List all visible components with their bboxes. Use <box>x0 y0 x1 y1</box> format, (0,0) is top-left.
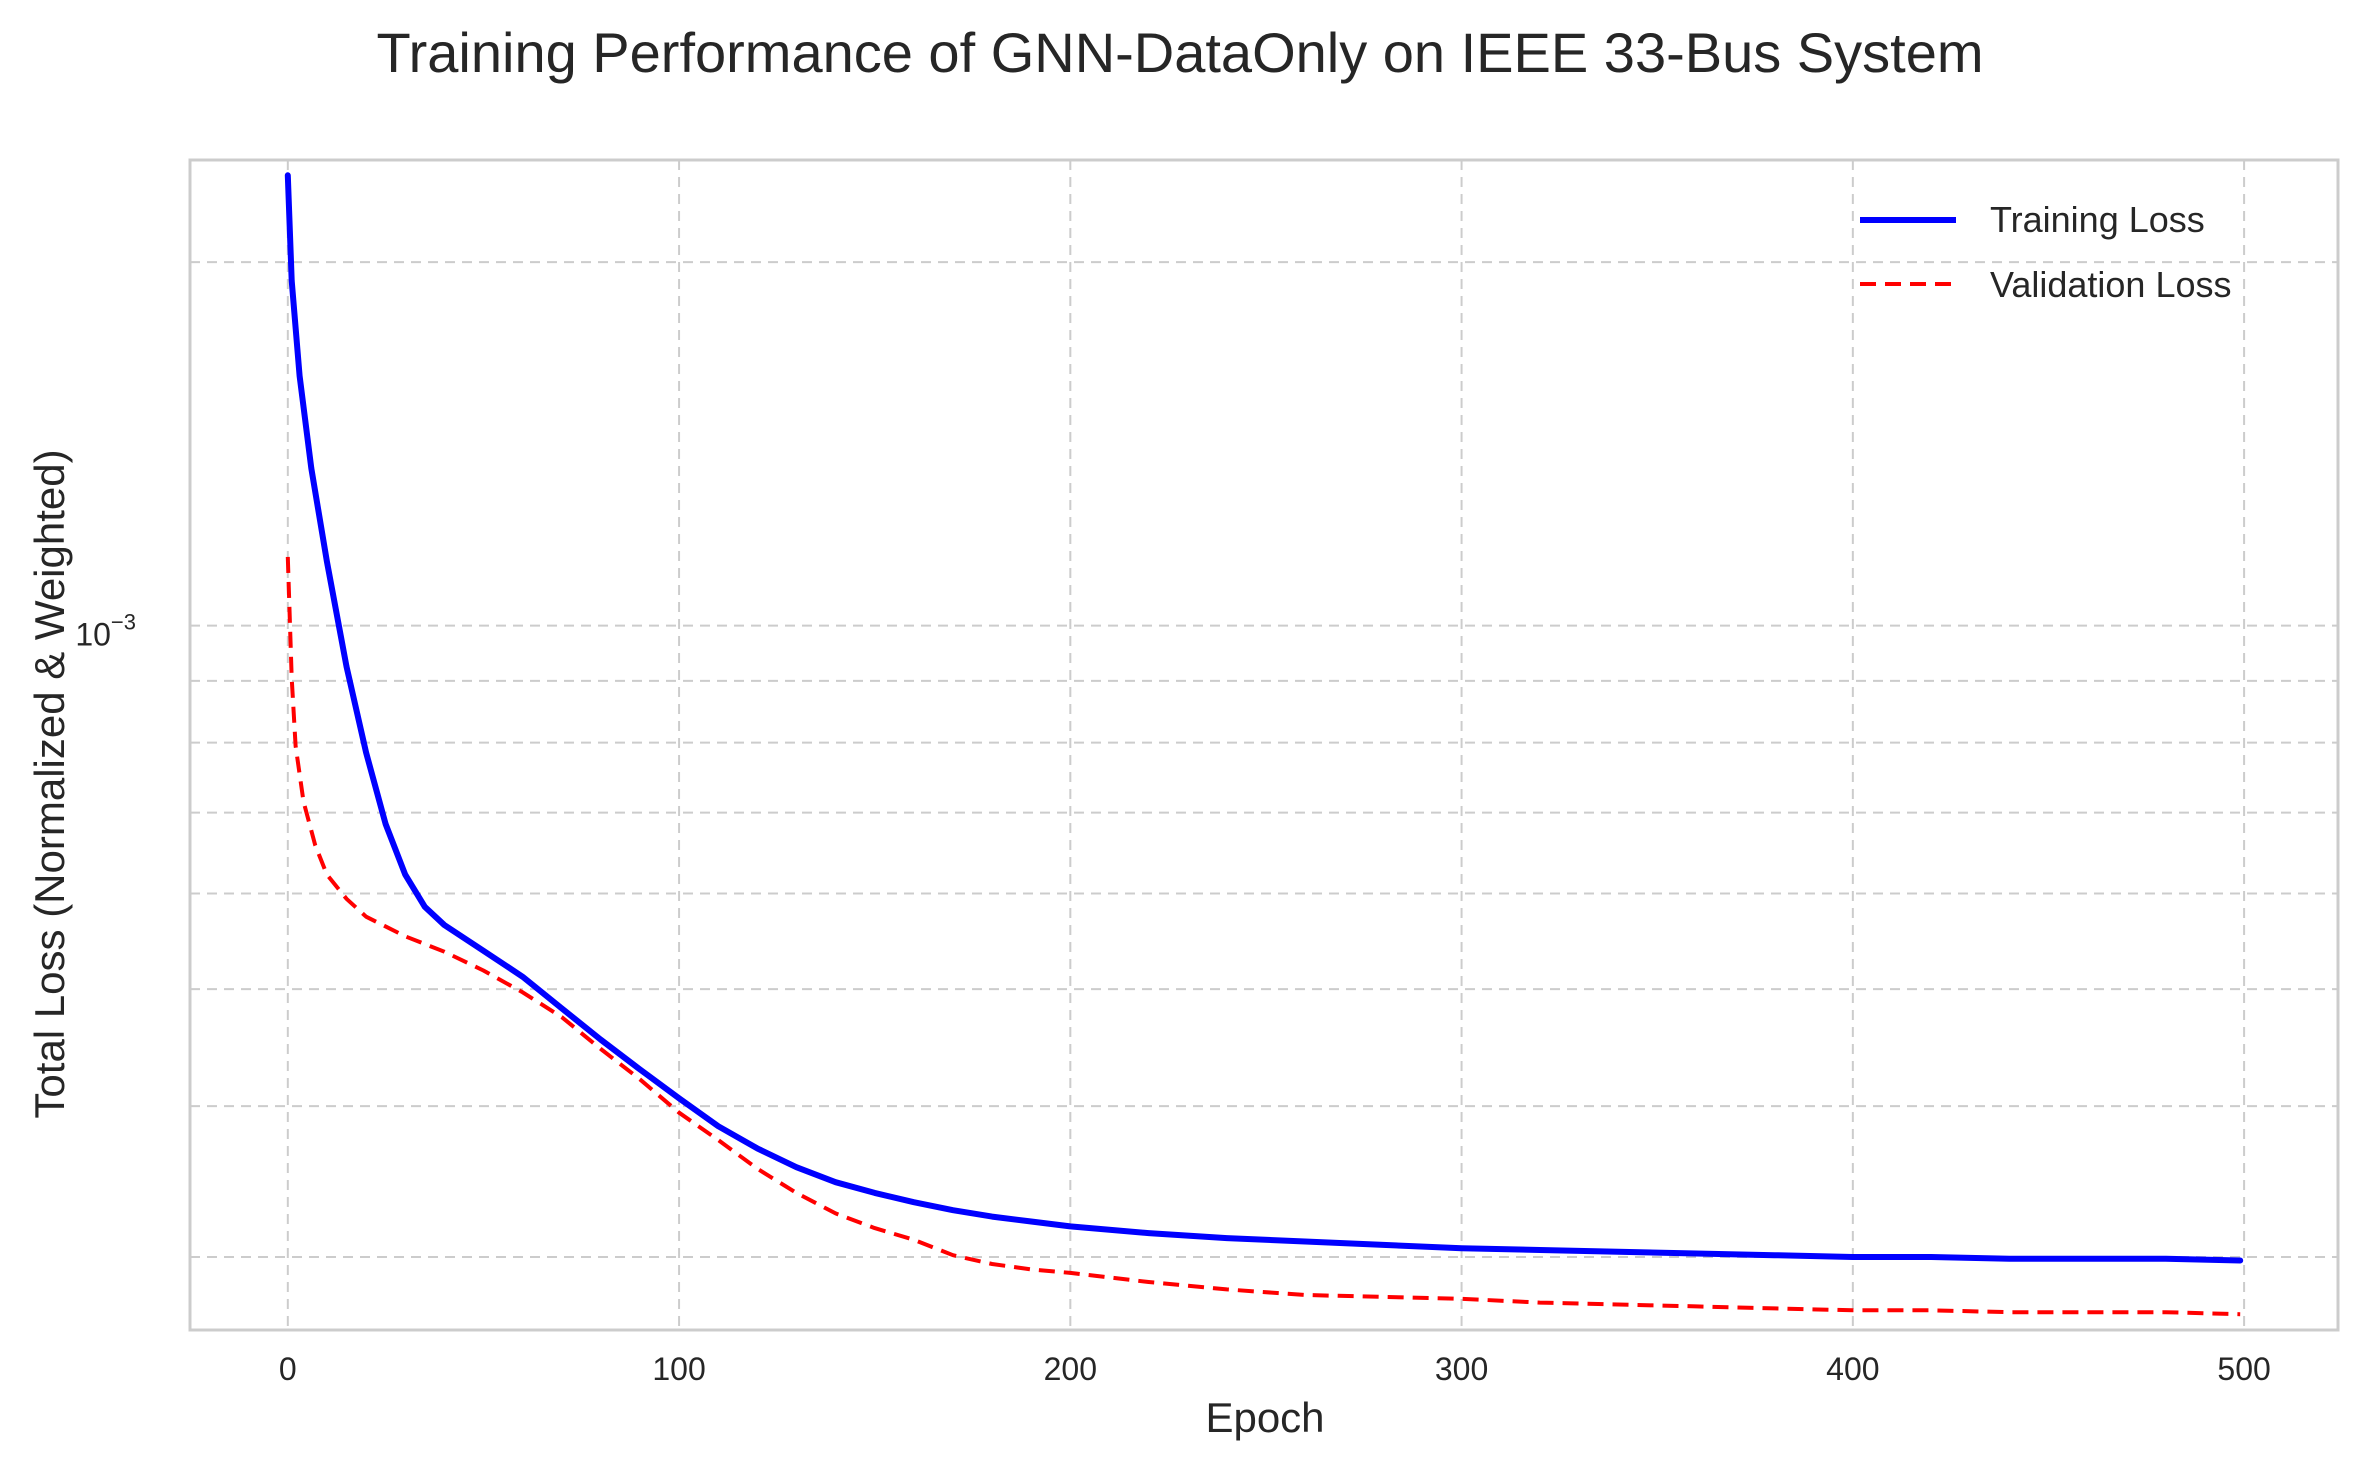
series-line-1 <box>285 556 2241 1317</box>
x-tick-label-2: 200 <box>1044 1351 1097 1387</box>
legend-label-validation: Validation Loss <box>1990 264 2232 305</box>
x-tick-label-1: 100 <box>652 1351 705 1387</box>
series-line-0 <box>284 172 2244 1264</box>
y-axis-label: Total Loss (Normalized & Weighted) <box>26 449 73 1118</box>
legend: Training Loss Validation Loss <box>1860 199 2232 305</box>
series-lines <box>284 172 2244 1317</box>
x-tick-label-4: 400 <box>1826 1351 1879 1387</box>
x-tick-label-3: 300 <box>1435 1351 1488 1387</box>
y-ticks: 10−3 <box>75 610 136 653</box>
x-tick-label-5: 500 <box>2217 1351 2270 1387</box>
grid <box>190 160 2338 1330</box>
chart-title: Training Performance of GNN-DataOnly on … <box>377 21 1984 84</box>
x-ticks: 0 100 200 300 400 500 <box>279 1351 2271 1387</box>
y-tick-label-0: 10−3 <box>75 610 136 653</box>
x-tick-label-0: 0 <box>279 1351 297 1387</box>
legend-label-training: Training Loss <box>1990 199 2205 240</box>
plot-frame <box>188 158 2340 1332</box>
x-axis-label: Epoch <box>1205 1394 1324 1441</box>
